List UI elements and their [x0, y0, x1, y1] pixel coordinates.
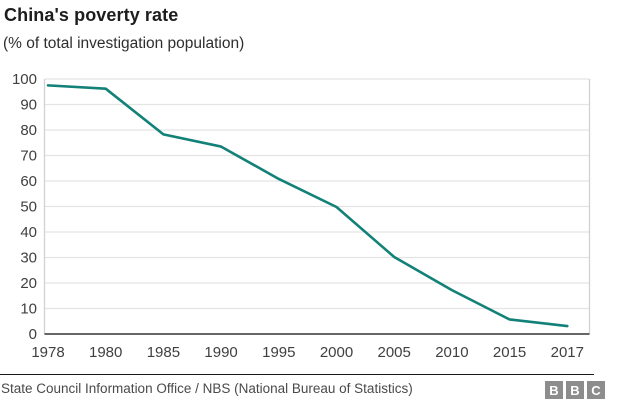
x-tick-label: 2000: [320, 344, 353, 361]
bbc-logo-letter-b1: B: [545, 381, 563, 399]
y-tick-label: 60: [20, 173, 37, 190]
x-tick-label: 2005: [378, 344, 411, 361]
x-tick-label: 2010: [435, 344, 468, 361]
y-tick-label: 90: [20, 97, 37, 114]
x-tick-label: 1990: [204, 344, 237, 361]
y-tick-label: 20: [20, 275, 37, 292]
y-tick-label: 40: [20, 224, 37, 241]
y-tick-label: 100: [12, 71, 37, 88]
chart-subtitle: (% of total investigation population): [3, 35, 245, 52]
x-tick-label: 2017: [551, 344, 584, 361]
y-tick-label: 80: [20, 122, 37, 139]
y-tick-label: 0: [29, 326, 37, 343]
bbc-logo: B B C: [545, 381, 605, 399]
x-tick-label: 1995: [262, 344, 295, 361]
chart-title: China's poverty rate: [4, 5, 179, 25]
poverty-rate-line: [46, 84, 569, 328]
x-tick-label: 2015: [493, 344, 526, 361]
footer-divider: [0, 374, 594, 375]
bbc-logo-letter-b2: B: [566, 381, 584, 399]
bbc-logo-letter-c: C: [587, 381, 605, 399]
x-tick-label: 1980: [89, 344, 122, 361]
y-tick-label: 70: [20, 148, 37, 165]
y-tick-label: 10: [20, 301, 37, 318]
x-tick-label: 1985: [147, 344, 180, 361]
y-tick-label: 30: [20, 250, 37, 267]
y-tick-label: 50: [20, 199, 37, 216]
x-tick-label: 1978: [31, 344, 64, 361]
source-attribution: State Council Information Office / NBS (…: [1, 381, 413, 396]
